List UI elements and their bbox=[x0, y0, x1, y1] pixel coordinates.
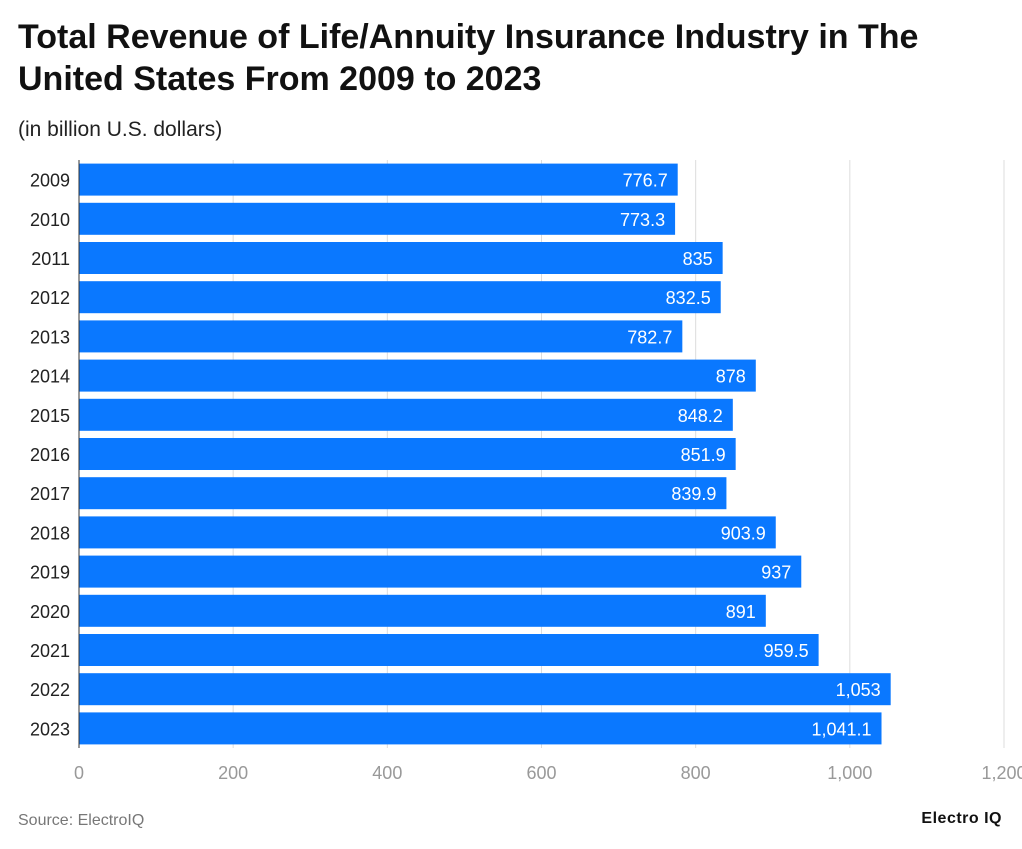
x-tick-label: 600 bbox=[526, 763, 556, 783]
category-label: 2019 bbox=[30, 563, 70, 583]
category-label: 2023 bbox=[30, 719, 70, 739]
bar bbox=[79, 516, 776, 549]
category-label: 2011 bbox=[31, 249, 70, 269]
value-label: 1,041.1 bbox=[811, 719, 871, 739]
category-label: 2009 bbox=[30, 171, 70, 191]
bar-chart: 2009 776.7 2010 773.3 2011 835 2012 832.5 2013 78… bbox=[30, 160, 1022, 783]
bar bbox=[79, 320, 683, 353]
bar bbox=[79, 673, 891, 706]
x-tick-label: 400 bbox=[372, 763, 402, 783]
value-label: 776.7 bbox=[623, 171, 668, 191]
category-label: 2017 bbox=[30, 484, 70, 504]
value-label: 878 bbox=[716, 367, 746, 387]
brand-logo: Electro IQ bbox=[921, 810, 1002, 827]
category-label: 2018 bbox=[30, 523, 70, 543]
x-tick-label: 1,000 bbox=[827, 763, 872, 783]
value-label: 1,053 bbox=[836, 680, 881, 700]
bar bbox=[79, 163, 678, 196]
category-label: 2012 bbox=[30, 288, 70, 308]
x-tick-label: 0 bbox=[74, 763, 84, 783]
value-label: 835 bbox=[683, 249, 713, 269]
category-label: 2014 bbox=[30, 367, 70, 387]
bar bbox=[79, 712, 882, 745]
value-label: 848.2 bbox=[678, 406, 723, 426]
value-label: 832.5 bbox=[666, 288, 711, 308]
value-label: 891 bbox=[726, 602, 756, 622]
chart-subtitle: (in billion U.S. dollars) bbox=[18, 118, 223, 141]
bar bbox=[79, 555, 802, 588]
x-tick-label: 1,200 bbox=[981, 763, 1022, 783]
value-label: 851.9 bbox=[681, 445, 726, 465]
value-label: 782.7 bbox=[627, 327, 672, 347]
category-label: 2020 bbox=[30, 602, 70, 622]
category-label: 2015 bbox=[30, 406, 70, 426]
bar bbox=[79, 202, 676, 235]
bar bbox=[79, 359, 756, 392]
category-label: 2013 bbox=[30, 327, 70, 347]
chart-title: Total Revenue of Life/Annuity Insurance … bbox=[18, 18, 919, 98]
category-label: 2010 bbox=[30, 210, 70, 230]
bar bbox=[79, 242, 723, 274]
x-tick-label: 200 bbox=[218, 763, 248, 783]
bar bbox=[79, 594, 766, 627]
category-label: 2021 bbox=[30, 641, 70, 661]
value-label: 937 bbox=[761, 563, 791, 583]
bar bbox=[79, 634, 819, 666]
bar bbox=[79, 438, 736, 470]
bar bbox=[79, 477, 727, 510]
value-label: 773.3 bbox=[620, 210, 665, 230]
category-label: 2016 bbox=[30, 445, 70, 465]
category-label: 2022 bbox=[30, 680, 70, 700]
bar bbox=[79, 281, 721, 314]
value-label: 959.5 bbox=[764, 641, 809, 661]
bar bbox=[79, 398, 733, 431]
source-note: Source: ElectroIQ bbox=[18, 812, 145, 829]
value-label: 839.9 bbox=[671, 484, 716, 504]
value-label: 903.9 bbox=[721, 523, 766, 543]
x-tick-label: 800 bbox=[681, 763, 711, 783]
